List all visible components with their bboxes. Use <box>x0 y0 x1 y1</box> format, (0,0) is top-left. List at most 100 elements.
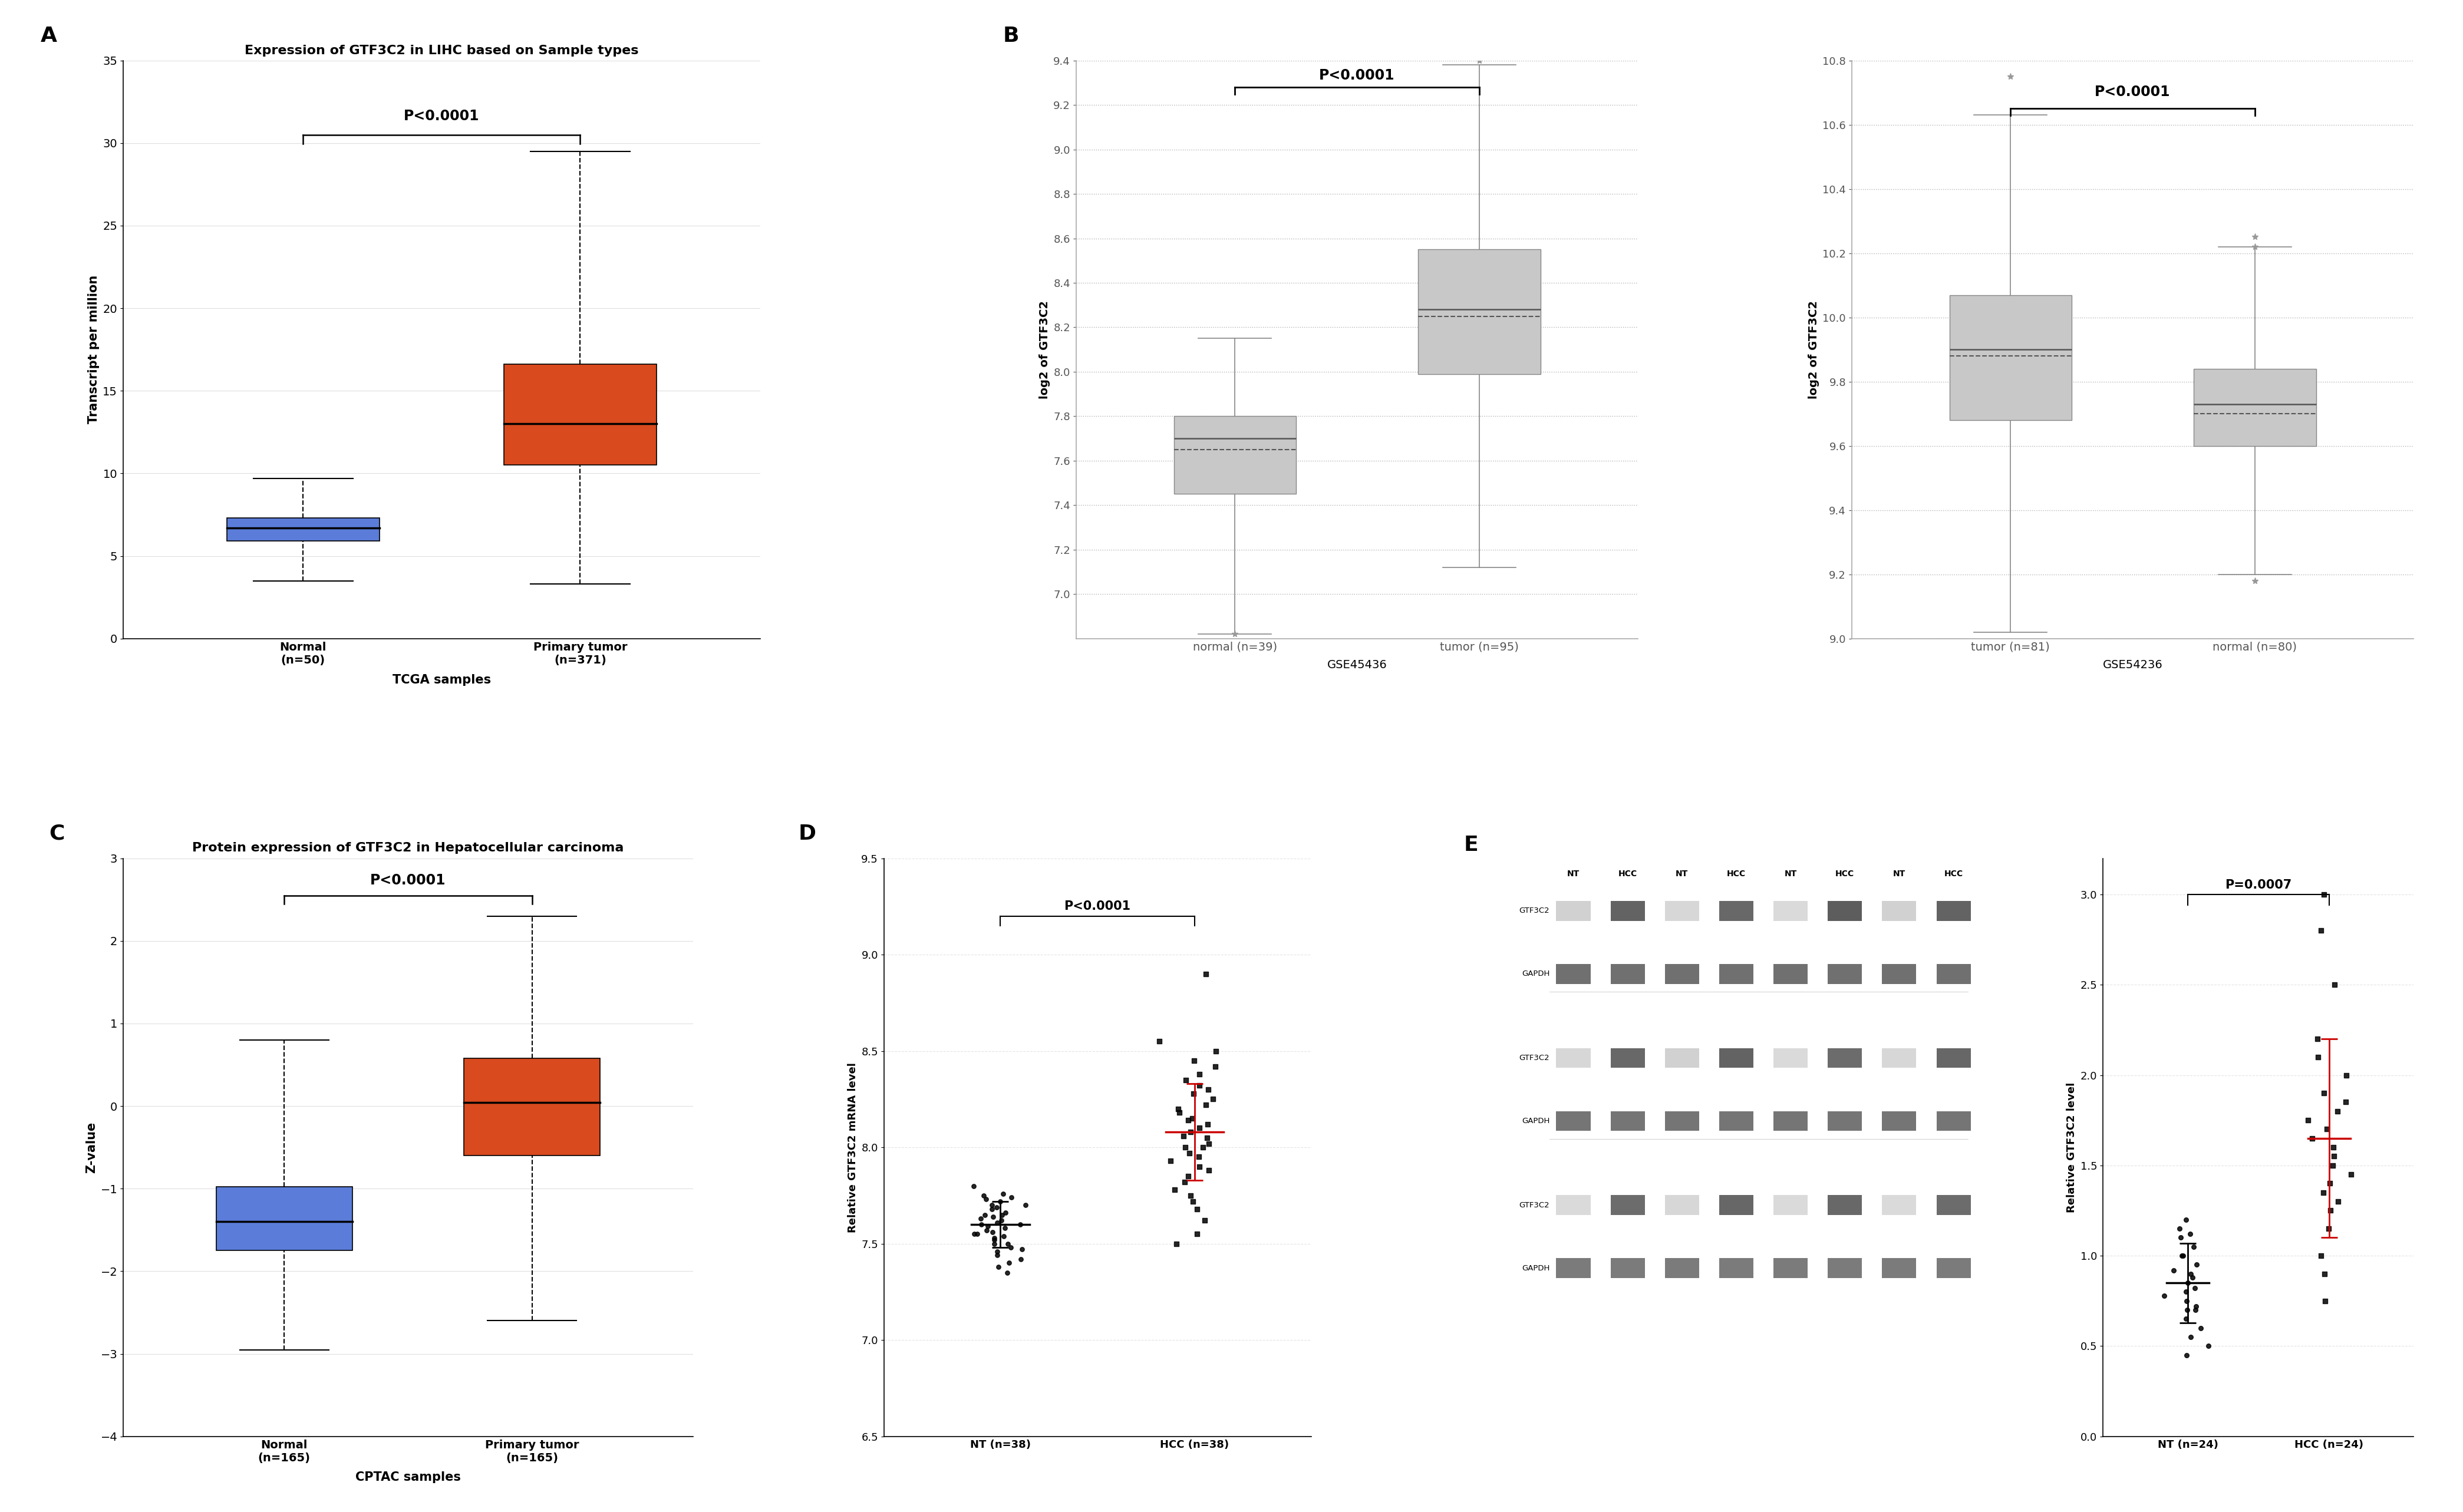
Bar <box>1828 965 1862 984</box>
Bar <box>1557 1194 1591 1216</box>
Point <box>1002 1237 1042 1261</box>
Point <box>2300 1244 2340 1269</box>
Point <box>2305 1261 2345 1285</box>
Bar <box>1665 1111 1699 1131</box>
Point <box>953 1173 993 1198</box>
Point <box>2165 1208 2204 1232</box>
Point <box>2313 1154 2352 1178</box>
Bar <box>1882 901 1916 921</box>
Text: GAPDH: GAPDH <box>1522 971 1549 978</box>
Bar <box>1948 295 2071 420</box>
Point <box>2163 1244 2202 1269</box>
Y-axis label: Relative GTF3C2 mRNA level: Relative GTF3C2 mRNA level <box>847 1063 857 1232</box>
Point <box>980 1190 1020 1214</box>
Bar <box>1611 901 1645 921</box>
Point <box>965 1187 1005 1211</box>
Text: C: C <box>49 824 64 844</box>
Point <box>2145 1284 2185 1308</box>
Text: E: E <box>1463 835 1478 856</box>
Bar <box>227 519 379 541</box>
Bar <box>1719 965 1754 984</box>
Bar <box>1882 1258 1916 1278</box>
Bar <box>1665 1194 1699 1216</box>
Point <box>2177 1294 2217 1318</box>
Bar <box>1175 416 1296 494</box>
Point <box>1187 1113 1227 1137</box>
Point <box>2177 1252 2217 1276</box>
Bar <box>1882 965 1916 984</box>
Point <box>975 1226 1015 1250</box>
Point <box>2298 1027 2337 1051</box>
Bar <box>1882 1111 1916 1131</box>
Point <box>985 1201 1025 1225</box>
Point <box>978 1240 1017 1264</box>
Y-axis label: log2 of GTF3C2: log2 of GTF3C2 <box>1808 301 1820 399</box>
Point <box>2288 1108 2328 1132</box>
Bar <box>1882 1048 1916 1067</box>
Bar <box>1936 1111 1970 1131</box>
Point <box>1005 1193 1044 1217</box>
Point <box>983 1202 1022 1226</box>
Bar <box>1936 1048 1970 1067</box>
Point <box>1175 1081 1214 1105</box>
Text: D: D <box>798 824 815 844</box>
Point <box>2325 1090 2364 1114</box>
Point <box>965 1202 1005 1226</box>
Point <box>1187 1125 1227 1149</box>
Point <box>2175 1297 2214 1321</box>
Point <box>978 1243 1017 1267</box>
Point <box>1187 1093 1227 1117</box>
Bar <box>1828 1111 1862 1131</box>
Text: NT: NT <box>1675 869 1687 878</box>
Point <box>1165 1067 1204 1092</box>
Point <box>2293 1126 2332 1151</box>
Point <box>978 1211 1017 1235</box>
Point <box>1187 962 1227 986</box>
Y-axis label: Z-value: Z-value <box>86 1122 96 1173</box>
Point <box>2310 1199 2350 1223</box>
Point <box>990 1235 1030 1259</box>
Text: P<0.0001: P<0.0001 <box>369 872 446 888</box>
Point <box>973 1193 1012 1217</box>
Point <box>2303 1181 2342 1205</box>
Point <box>1170 1184 1209 1208</box>
Point <box>2330 1163 2369 1187</box>
Bar <box>1773 1111 1808 1131</box>
Point <box>2175 1235 2214 1259</box>
X-axis label: GSE45436: GSE45436 <box>1328 659 1387 670</box>
Point <box>1170 1120 1209 1145</box>
Point <box>973 1205 1012 1229</box>
Bar <box>1828 1048 1862 1067</box>
Point <box>983 1181 1022 1205</box>
Bar <box>463 1058 601 1155</box>
Point <box>2172 1266 2212 1290</box>
Y-axis label: log2 of GTF3C2: log2 of GTF3C2 <box>1039 301 1049 399</box>
Point <box>1197 1039 1236 1063</box>
Bar <box>1936 965 1970 984</box>
Point <box>1140 1030 1180 1054</box>
Point <box>983 1208 1022 1232</box>
Point <box>1155 1178 1195 1202</box>
Bar <box>1557 965 1591 984</box>
X-axis label: GSE54236: GSE54236 <box>2103 659 2163 670</box>
Point <box>2308 1217 2347 1241</box>
Point <box>1185 1208 1224 1232</box>
Point <box>2163 1244 2202 1269</box>
X-axis label: TCGA samples: TCGA samples <box>392 674 490 685</box>
Point <box>1172 1107 1212 1131</box>
Point <box>1000 1213 1039 1237</box>
Text: GTF3C2: GTF3C2 <box>1520 1054 1549 1061</box>
Point <box>2167 1297 2207 1321</box>
Point <box>2182 1315 2222 1340</box>
Point <box>1180 1116 1219 1140</box>
Bar <box>1611 965 1645 984</box>
Bar <box>1773 965 1808 984</box>
Point <box>978 1255 1017 1279</box>
Point <box>963 1184 1002 1208</box>
Bar <box>1936 1258 1970 1278</box>
Text: HCC: HCC <box>1835 869 1855 878</box>
Bar <box>505 364 655 466</box>
Point <box>975 1228 1015 1252</box>
Point <box>968 1219 1007 1243</box>
Point <box>1190 1131 1229 1155</box>
